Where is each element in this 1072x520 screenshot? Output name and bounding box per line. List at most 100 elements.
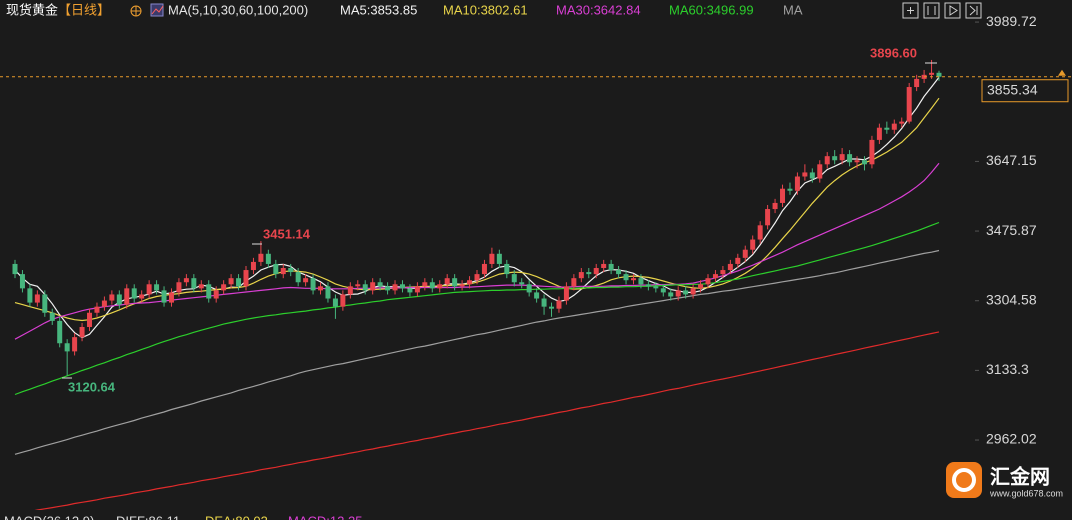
candle-body (332, 298, 338, 307)
candle-body (578, 272, 584, 279)
candle-body (861, 160, 867, 165)
candle-body (563, 286, 569, 301)
play-button[interactable] (944, 2, 961, 19)
candle-body (116, 294, 122, 305)
candle-body (57, 320, 63, 344)
candle-body (437, 284, 443, 289)
candle-body (489, 253, 495, 264)
candle-body (712, 274, 718, 279)
candle-body (481, 263, 487, 275)
candle-body (742, 249, 748, 258)
candle-body (839, 154, 845, 161)
candle-body (549, 306, 555, 309)
candle-body (653, 286, 659, 289)
candle-body (87, 312, 93, 327)
candle-body (608, 263, 614, 271)
candle-body (303, 278, 309, 283)
legend: MA5:3853.85 MA10:3802.61 MA30:3642.84 MA60:… (340, 2, 803, 17)
candle-body (124, 288, 130, 305)
macd-label: DIFF:86.11 (116, 513, 180, 520)
candle-body (467, 280, 473, 285)
candle-body (824, 156, 830, 165)
toolbar-icons (907, 5, 978, 16)
candle-body (802, 172, 808, 177)
legend-entry: MA30:3642.84 (556, 2, 641, 17)
current-price-label: 3855.34 (987, 81, 1038, 97)
candle-body (519, 282, 525, 285)
macd-label: MACD:12.25 (288, 513, 362, 520)
candle-body (891, 123, 897, 130)
low-annotation: 3120.64 (68, 379, 116, 394)
candle-body (49, 312, 55, 321)
period[interactable]: 【日线】 (58, 2, 110, 17)
ma-line (14, 249, 940, 455)
legend-entry: MA60:3496.99 (669, 2, 754, 17)
macd-header: MACD(26,12,9) DIFF:86.11 DEA:80.03 MACD:12.… (4, 513, 362, 520)
candle-body (690, 288, 696, 295)
candle-body (906, 87, 912, 122)
candle-body (630, 278, 636, 281)
candle-body (526, 284, 532, 293)
current-price-marker (1058, 69, 1066, 76)
candle-body (914, 78, 920, 88)
candle-body (601, 263, 607, 269)
candle-body (765, 209, 771, 226)
candle-body (698, 284, 704, 289)
candle-body (139, 294, 145, 299)
candle-body (884, 127, 890, 130)
candle-body (735, 257, 741, 264)
legend-entry: MA (783, 2, 803, 17)
candle-body (780, 188, 786, 203)
candle-body (221, 284, 227, 291)
y-tick-label: 3989.72 (986, 13, 1037, 29)
candle-body (392, 284, 398, 291)
candle-body (206, 284, 212, 299)
candle-body (429, 282, 435, 289)
macd-label: DEA:80.03 (205, 513, 268, 520)
candle-body (191, 278, 197, 289)
candle-body (310, 278, 316, 291)
candle-body (869, 139, 875, 165)
candle-body (347, 286, 353, 295)
candle-body (146, 284, 152, 295)
ma-line (14, 221, 940, 396)
candle-body (750, 239, 756, 250)
high-annotation: 3451.14 (263, 226, 311, 241)
candle-body (362, 284, 368, 291)
candle-body (772, 202, 778, 210)
candle-body (370, 282, 376, 291)
next-button[interactable] (965, 2, 982, 19)
candle-body (899, 121, 905, 124)
y-tick-label: 3475.87 (986, 222, 1037, 238)
candle-body (79, 326, 85, 338)
candle-body (623, 274, 629, 281)
candle-body (258, 253, 264, 262)
candle-body (660, 288, 666, 293)
candle-body (236, 278, 242, 287)
candle-body (64, 343, 70, 352)
candle-body (265, 253, 271, 264)
candle-body (593, 268, 599, 275)
fit-button[interactable] (923, 2, 940, 19)
candle-body (847, 154, 853, 163)
ma-line (34, 331, 940, 510)
candle-body (444, 278, 450, 285)
candle-body (452, 278, 458, 287)
zoom-button[interactable] (902, 2, 919, 19)
candle-body (638, 278, 644, 285)
current-price-box (981, 79, 1069, 103)
candle-body (534, 292, 540, 299)
logo-icon (952, 468, 976, 492)
ma-params: MA(5,10,30,60,100,200) (168, 2, 308, 17)
candle-body (325, 286, 331, 299)
candle-body (161, 290, 167, 303)
candle-body (504, 263, 510, 275)
logo-name: 汇金网 (990, 464, 1050, 488)
toolbar (902, 2, 982, 19)
macd-label: MACD(26,12,9) (4, 513, 94, 520)
y-tick-label: 3647.15 (986, 152, 1037, 168)
candle-body (496, 253, 502, 264)
candle-body (318, 286, 324, 291)
candle-body (19, 274, 25, 289)
